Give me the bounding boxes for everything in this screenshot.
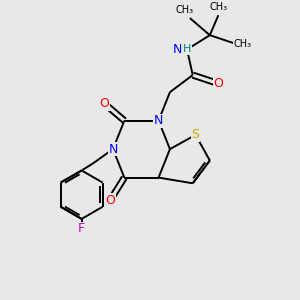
Text: CH₃: CH₃ <box>175 4 193 14</box>
Text: CH₃: CH₃ <box>233 39 252 49</box>
Text: O: O <box>213 77 223 90</box>
Text: H: H <box>183 44 191 54</box>
Text: O: O <box>105 194 115 207</box>
Text: F: F <box>78 222 85 236</box>
Text: S: S <box>192 128 200 141</box>
Text: CH₃: CH₃ <box>209 2 227 12</box>
Text: N: N <box>172 43 182 56</box>
Text: N: N <box>108 142 118 156</box>
Text: N: N <box>154 114 163 127</box>
Text: O: O <box>100 97 110 110</box>
